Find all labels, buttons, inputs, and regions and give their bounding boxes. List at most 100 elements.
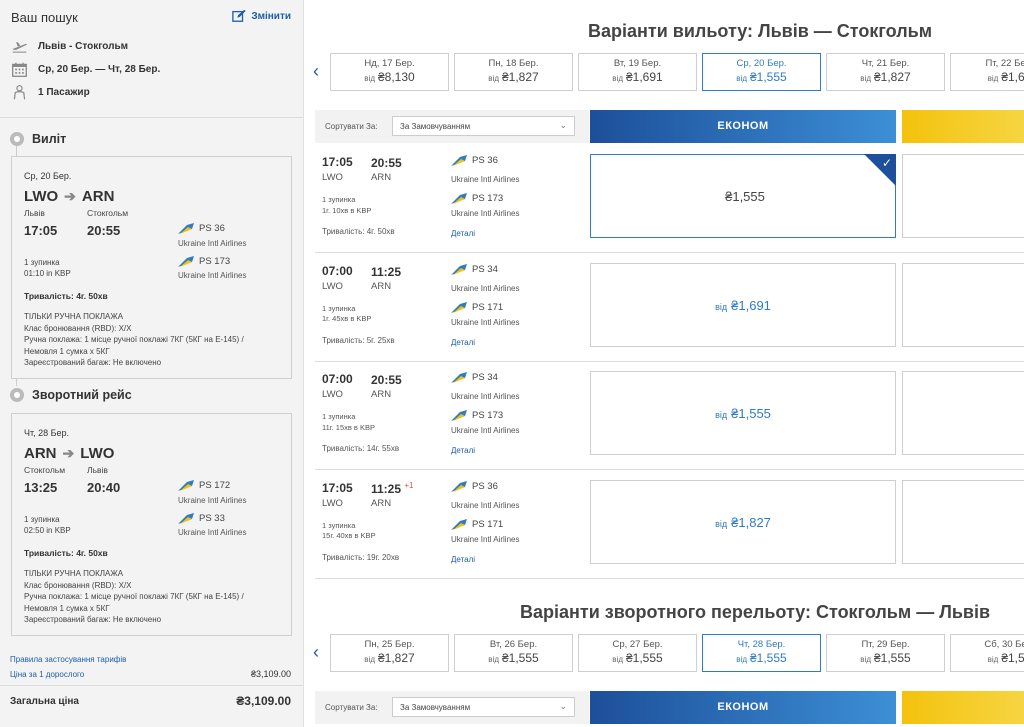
airline-name: Ukraine Intl Airlines xyxy=(451,317,520,327)
details-link[interactable]: Деталі xyxy=(451,337,476,347)
plane-takeoff-icon xyxy=(12,42,27,53)
airline-name: Ukraine Intl Airlines xyxy=(178,496,247,505)
airline-name: Ukraine Intl Airlines xyxy=(451,283,520,293)
date-tab[interactable]: Вт, 19 Бер. від ₴1,691 xyxy=(578,53,697,91)
date-tab[interactable]: Сб, 30 Бер.від₴1,55 xyxy=(950,634,1024,672)
price-value: ₴1,827 xyxy=(378,651,415,665)
search-summary: Ваш пошук Змінити Львів - Стокгольм Ср, … xyxy=(0,0,303,118)
baggage-line: Ручна поклажа: 1 місце ручної поклажі 7К… xyxy=(24,592,244,601)
date-tab[interactable]: Вт, 26 Бер. від ₴1,555 xyxy=(454,634,573,672)
duration: Тривалість: 5г. 25хв xyxy=(322,335,395,345)
stops-count: 1 зупинка xyxy=(24,258,60,267)
return-flight-card: Чт, 28 Бер. ARN ➔ LWO Стокгольм Львів 13… xyxy=(11,413,292,636)
economy-price-option[interactable]: від ₴1,827 xyxy=(590,479,896,564)
flight-number-label: PS 33 xyxy=(199,513,225,524)
baggage-line: Клас бронювання (RBD): X/X xyxy=(24,580,132,590)
return-heading: Зворотний рейс xyxy=(10,388,132,402)
baggage-info: ТІЛЬКИ РУЧНА ПОКЛАЖА Клас бронювання (RB… xyxy=(24,311,244,369)
details-link[interactable]: Деталі xyxy=(451,446,476,455)
economy-class-header[interactable]: ЕКОНОМ xyxy=(590,691,896,724)
flight-number-label: PS 34 xyxy=(472,263,498,275)
flight-number-2: PS 171 xyxy=(451,301,503,313)
date-tab-price: від ₴1,827 xyxy=(331,651,448,665)
date-tab[interactable]: Ср, 27 Бер. від ₴1,555 xyxy=(578,634,697,672)
economy-price-option[interactable]: від ₴1,555 xyxy=(590,371,896,455)
date-tab-price: від ₴8,130 xyxy=(331,70,448,84)
chevron-down-icon: ⌄ xyxy=(559,701,567,711)
airline-logo-icon xyxy=(178,223,194,234)
fare-rules-link[interactable]: Правила застосування тарифів xyxy=(10,655,127,664)
stops-count: 1 зупинка xyxy=(322,520,356,530)
arrival-time-value: 20:55 xyxy=(371,156,402,170)
date-tab-price: від ₴1,555 xyxy=(827,651,944,665)
price-value: ₴1,827 xyxy=(502,70,539,84)
date-tab-day: Пн, 18 Бер. xyxy=(488,58,539,69)
total-price: ₴3,109.00 xyxy=(236,694,291,708)
prev-dates-chevron-icon[interactable]: ‹ xyxy=(313,61,319,81)
airline-name: Ukraine Intl Airlines xyxy=(451,534,520,544)
date-tab[interactable]: Ср, 20 Бер. від ₴1,555 xyxy=(702,53,821,91)
origin-code: ARN xyxy=(24,445,57,462)
layover-info: 02:50 in KBP xyxy=(24,526,71,535)
date-tab[interactable]: Нд, 17 Бер. від ₴8,130 xyxy=(330,53,449,91)
passenger-icon xyxy=(13,85,26,100)
details-link[interactable]: Деталі xyxy=(451,554,476,564)
outbound-heading: Виліт xyxy=(10,132,66,146)
date-tab[interactable]: Пт, 29 Бер. від ₴1,555 xyxy=(826,634,945,672)
business-price-option[interactable] xyxy=(902,479,1024,564)
business-price-option[interactable] xyxy=(902,371,1024,455)
sort-label: Сортувати За: xyxy=(325,122,378,131)
business-price-option[interactable] xyxy=(902,262,1024,347)
flight-number-label: PS 36 xyxy=(472,155,498,166)
price-value: ₴1,827 xyxy=(731,514,771,530)
price-prefix: від xyxy=(736,74,747,83)
layover-info: 15г. 40хв в KBP xyxy=(322,531,376,540)
departure-time: 07:00 xyxy=(322,372,353,386)
business-price-option[interactable] xyxy=(902,154,1024,238)
date-tab[interactable]: Чт, 21 Бер. від ₴1,827 xyxy=(826,53,945,91)
price-prefix: від xyxy=(987,655,999,664)
flight-row: 17:05 20:55 LWO ARN 1 зупинка 1г. 10хв в KBP… xyxy=(315,145,1024,253)
date-tab-day: Ср, 27 Бер. xyxy=(612,639,663,650)
details-link[interactable]: Деталі xyxy=(451,229,476,238)
airline-logo-icon xyxy=(451,263,467,275)
arrow-right-icon: ➔ xyxy=(62,445,75,461)
business-class-header[interactable] xyxy=(902,691,1024,724)
destination-code: ARN xyxy=(371,172,392,183)
date-tab-price: від₴1,69 xyxy=(951,70,1024,84)
prev-dates-chevron-icon[interactable]: ‹ xyxy=(313,642,319,662)
date-tab[interactable]: Пн, 18 Бер. від ₴1,827 xyxy=(454,53,573,91)
economy-price-option[interactable]: ✓ ₴1,555 xyxy=(590,154,896,238)
flight-number-1: PS 34 xyxy=(451,372,498,383)
baggage-line: Ручна поклажа: 1 місце ручної поклажі 7К… xyxy=(24,335,244,344)
price-value: ₴1,827 xyxy=(874,70,911,84)
airline-name: Ukraine Intl Airlines xyxy=(451,209,520,218)
duration: Тривалість: 14г. 55хв xyxy=(322,444,400,453)
flight-row: 07:00 11:25 LWO ARN 1 зупинка 1г. 45хв в KBP… xyxy=(315,254,1024,362)
economy-price-option[interactable]: від ₴1,691 xyxy=(590,262,896,347)
business-class-header[interactable] xyxy=(902,110,1024,143)
sort-select[interactable]: За Замовчуванням ⌄ xyxy=(392,116,575,136)
sort-select[interactable]: За Замовчуванням ⌄ xyxy=(392,697,575,717)
destination-code: ARN xyxy=(371,280,392,292)
sort-value: За Замовчуванням xyxy=(400,122,471,131)
flight-number-label: PS 172 xyxy=(199,480,231,491)
economy-class-header[interactable]: ЕКОНОМ xyxy=(590,110,896,143)
arrow-right-icon: ➔ xyxy=(64,188,76,204)
edit-icon xyxy=(232,9,246,22)
date-tab[interactable]: Пт, 22 Бер.від₴1,69 xyxy=(950,53,1024,91)
price-per-adult-label[interactable]: Ціна за 1 дорослого xyxy=(10,670,85,679)
checkmark-icon: ✓ xyxy=(881,156,892,170)
flight-number-2: PS 173 xyxy=(178,256,230,267)
price-prefix: від xyxy=(736,655,747,664)
price-prefix: від xyxy=(715,518,728,529)
layover-info: 1г. 45хв в KBP xyxy=(322,314,372,323)
date-tab[interactable]: Пн, 25 Бер. від ₴1,827 xyxy=(330,634,449,672)
date-tab-day: Нд, 17 Бер. xyxy=(364,58,415,69)
date-tab-day: Пн, 25 Бер. xyxy=(364,639,415,650)
price-prefix: від xyxy=(860,655,871,664)
arrival-time: 20:55 xyxy=(371,372,402,387)
change-search-button[interactable]: Змінити xyxy=(232,9,291,23)
date-tab[interactable]: Чт, 28 Бер. від ₴1,555 xyxy=(702,634,821,672)
layover-info: 1г. 10хв в KBP xyxy=(322,205,372,215)
